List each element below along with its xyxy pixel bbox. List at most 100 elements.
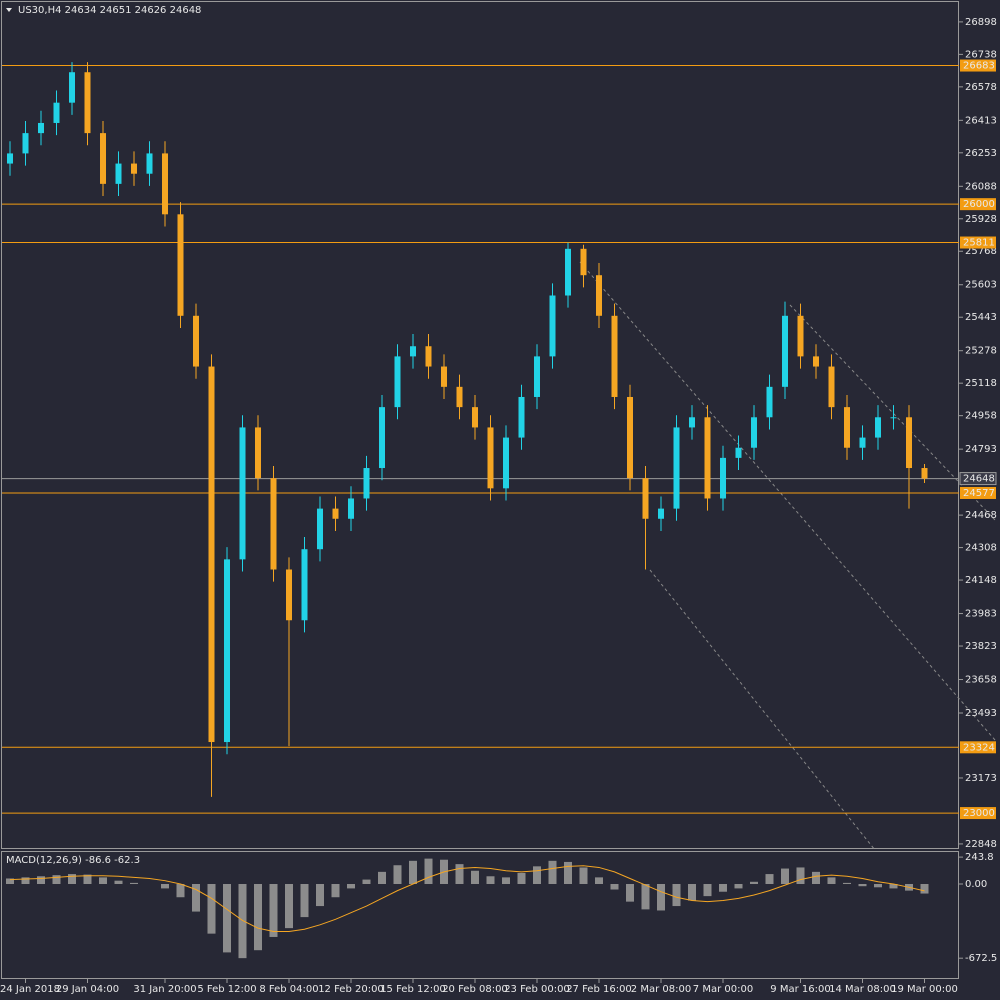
- candle-body: [611, 315, 618, 397]
- candle-body: [441, 366, 447, 387]
- macd-bar: [703, 883, 712, 897]
- macd-bar: [874, 883, 882, 888]
- macd-bar: [130, 882, 138, 884]
- candle-body: [751, 417, 757, 448]
- macd-bar: [409, 860, 417, 884]
- menu-arrow[interactable]: [6, 8, 12, 12]
- y-tick-label: 25443: [965, 312, 997, 323]
- macd-bar: [393, 865, 402, 884]
- x-tick-label: 12 Feb 20:00: [318, 984, 384, 995]
- macd-bar: [564, 861, 572, 884]
- candle-body: [379, 407, 385, 469]
- x-tick-label: 31 Jan 20:00: [133, 984, 196, 995]
- candle-body: [22, 133, 29, 154]
- candle-body: [84, 72, 91, 134]
- level-label: 26683: [963, 61, 995, 72]
- y-tick-label: 26738: [965, 49, 997, 60]
- macd-bar: [843, 882, 851, 884]
- macd-bar: [207, 883, 216, 934]
- x-tick-label: 14 Mar 08:00: [829, 984, 896, 995]
- candle-body: [69, 72, 75, 103]
- y-tick-label: 24308: [965, 543, 997, 554]
- macd-bar: [99, 877, 107, 884]
- level-label: 23000: [963, 808, 995, 819]
- candle-body: [503, 437, 509, 489]
- last-price-label: 24648: [963, 474, 995, 485]
- macd-bar: [858, 883, 867, 887]
- candle-body: [239, 427, 246, 560]
- macd-bar: [83, 874, 92, 884]
- level-label: 23324: [963, 742, 995, 753]
- macd-bar: [796, 867, 805, 884]
- candle-body: [208, 366, 215, 743]
- candle-body: [658, 508, 664, 519]
- macd-bar: [424, 858, 433, 884]
- macd-bar: [347, 883, 355, 889]
- candle-body: [720, 457, 726, 499]
- macd-bar: [672, 883, 681, 907]
- candle-body: [115, 163, 122, 184]
- y-tick-label: -672.5: [965, 953, 997, 964]
- candle-body: [348, 498, 354, 519]
- y-tick-label: 25278: [965, 346, 997, 357]
- macd-bar: [285, 883, 293, 929]
- y-tick-label: 25768: [965, 246, 997, 257]
- macd-bar: [548, 860, 557, 884]
- macd-bar: [6, 878, 14, 884]
- candle-body: [673, 427, 680, 509]
- candle-body: [828, 366, 835, 408]
- macd-bar: [889, 883, 898, 889]
- y-tick-label: 23823: [965, 641, 997, 652]
- macd-title: MACD(12,26,9) -86.6 -62.3: [6, 855, 140, 866]
- x-tick-label: 2 Mar 08:00: [631, 984, 691, 995]
- macd-bar: [68, 874, 76, 884]
- macd-bar: [750, 881, 758, 884]
- y-tick-label: 24468: [965, 510, 997, 521]
- y-tick-label: 25928: [965, 214, 997, 225]
- macd-bar: [765, 874, 774, 884]
- macd-bar: [626, 883, 634, 902]
- candle-body: [255, 427, 261, 479]
- y-tick-label: 26088: [965, 181, 997, 192]
- level-label: 26000: [963, 199, 995, 210]
- y-tick-label: 26898: [965, 17, 997, 28]
- y-tick-label: 243.8: [965, 852, 994, 863]
- y-tick-label: 25118: [965, 378, 997, 389]
- candle-body: [518, 396, 525, 438]
- candle-body: [906, 417, 912, 469]
- candle-body: [549, 295, 556, 357]
- macd-bar: [176, 883, 185, 898]
- macd-bar: [517, 872, 526, 884]
- macd-bar: [471, 870, 479, 884]
- x-tick-label: 27 Feb 16:00: [566, 984, 632, 995]
- macd-bar: [316, 883, 324, 907]
- macd-bar: [719, 883, 727, 892]
- y-tick-label: 23173: [965, 773, 997, 784]
- candle-body: [270, 478, 277, 570]
- price-panel: [1, 1, 959, 849]
- candle-body: [487, 427, 494, 489]
- macd-bar: [192, 883, 200, 912]
- candle-body: [456, 386, 463, 408]
- candle-body: [162, 153, 168, 215]
- macd-bar: [238, 883, 247, 959]
- macd-bar: [688, 883, 696, 901]
- macd-bar: [734, 883, 743, 889]
- candle-body: [875, 417, 881, 438]
- candle-body: [689, 417, 695, 428]
- candle-body: [7, 153, 13, 164]
- candle-body: [53, 102, 60, 123]
- macd-bar: [161, 883, 169, 889]
- candle-body: [596, 275, 602, 316]
- x-tick-label: 23 Feb 00:00: [504, 984, 570, 995]
- candle-body: [642, 478, 649, 519]
- candle-body: [286, 569, 292, 621]
- level-label-box: [960, 741, 996, 754]
- y-tick-label: 23658: [965, 675, 997, 686]
- candle-body: [472, 407, 478, 428]
- candle-body: [301, 549, 308, 621]
- macd-bar: [610, 883, 619, 890]
- level-label-box: [960, 198, 996, 211]
- macd-bar: [579, 867, 588, 884]
